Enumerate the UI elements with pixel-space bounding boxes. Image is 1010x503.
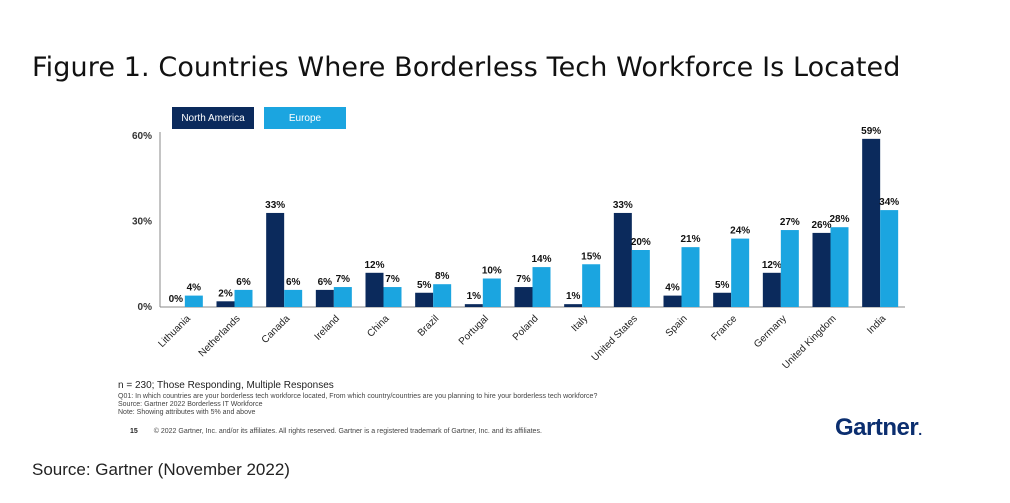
bar-europe — [284, 289, 303, 307]
chart-notes: n = 230; Those Responding, Multiple Resp… — [118, 380, 758, 417]
data-label: 12% — [364, 260, 384, 271]
legend-label: Europe — [289, 113, 322, 124]
bar-north-america — [613, 212, 632, 307]
data-label: 26% — [811, 220, 831, 231]
data-label: 7% — [336, 274, 351, 285]
data-label: 14% — [531, 254, 551, 265]
data-label: 2% — [218, 288, 233, 299]
brand-text: Gartner — [835, 414, 919, 441]
x-tick-label: China — [365, 313, 392, 340]
bar-north-america — [216, 301, 235, 307]
x-tick-label: Canada — [260, 313, 293, 346]
legend-label: North America — [181, 113, 245, 124]
data-label: 4% — [187, 283, 202, 294]
bar-europe — [880, 210, 899, 307]
bar-europe — [333, 287, 352, 307]
data-label: 33% — [265, 200, 285, 211]
bar-europe — [184, 295, 203, 307]
bar-chart: 0%30%60%0%4%Lithuania2%6%Netherlands33%6… — [132, 107, 905, 371]
bar-europe — [582, 264, 601, 307]
x-tick-label: United Kingdom — [781, 313, 839, 371]
bar-europe — [731, 238, 750, 307]
data-label: 1% — [467, 291, 482, 302]
data-label: 27% — [780, 217, 800, 228]
x-tick-label: Italy — [570, 313, 591, 334]
bar-north-america — [663, 295, 682, 307]
x-tick-label: Netherlands — [197, 313, 243, 359]
gartner-logo: Gartner. — [835, 414, 922, 441]
bar-north-america — [365, 272, 384, 307]
bar-europe — [433, 284, 452, 307]
bar-europe — [631, 250, 650, 307]
slide-footer: 15 © 2022 Gartner, Inc. and/or its affil… — [130, 428, 542, 435]
data-label: 7% — [385, 274, 400, 285]
showing-note: Note: Showing attributes with 5% and abo… — [118, 409, 256, 416]
bar-europe — [482, 278, 501, 307]
x-tick-label: United States — [590, 313, 640, 363]
data-label: 0% — [169, 294, 184, 305]
data-label: 33% — [613, 200, 633, 211]
legend-swatch — [172, 107, 254, 129]
data-label: 20% — [631, 237, 651, 248]
data-label: 24% — [730, 226, 750, 237]
data-label: 1% — [566, 291, 581, 302]
x-tick-label: Germany — [752, 313, 789, 350]
bar-north-america — [862, 138, 881, 307]
bar-north-america — [812, 232, 831, 307]
data-label: 5% — [715, 280, 730, 291]
data-label: 12% — [762, 260, 782, 271]
y-tick-label: 0% — [138, 302, 153, 313]
data-label: 15% — [581, 251, 601, 262]
source-caption: Source: Gartner (November 2022) — [32, 460, 290, 479]
bar-europe — [383, 287, 402, 307]
x-tick-label: Portugal — [457, 313, 491, 347]
bar-europe — [681, 247, 700, 307]
x-tick-label: Lithuania — [156, 313, 193, 350]
data-label: 59% — [861, 126, 881, 137]
bar-north-america — [762, 272, 781, 307]
data-label: 6% — [286, 277, 301, 288]
data-label: 4% — [665, 283, 680, 294]
x-tick-label: India — [865, 313, 888, 336]
bar-north-america — [315, 289, 334, 307]
x-tick-label: Poland — [511, 313, 541, 343]
x-tick-label: France — [710, 313, 740, 343]
copyright-text: © 2022 Gartner, Inc. and/or its affiliat… — [153, 428, 542, 435]
source-note: Source: Gartner 2022 Borderless IT Workf… — [118, 401, 263, 408]
x-tick-label: Spain — [664, 313, 690, 339]
bar-europe — [234, 289, 253, 307]
data-label: 34% — [879, 197, 899, 208]
data-label: 10% — [482, 266, 502, 277]
bar-north-america — [266, 212, 285, 307]
data-label: 6% — [318, 277, 333, 288]
sample-note: n = 230; Those Responding, Multiple Resp… — [118, 380, 334, 391]
bar-europe — [830, 227, 849, 307]
question-note: Q01: In which countries are your borderl… — [118, 393, 598, 400]
bar-north-america — [415, 292, 434, 307]
bar-north-america — [464, 304, 483, 307]
legend-swatch — [264, 107, 346, 129]
x-tick-label: Brazil — [416, 313, 441, 338]
bar-north-america — [564, 304, 583, 307]
data-label: 7% — [516, 274, 531, 285]
bar-europe — [780, 230, 799, 307]
y-tick-label: 60% — [132, 131, 152, 142]
data-label: 21% — [680, 234, 700, 245]
bar-north-america — [713, 292, 732, 307]
data-label: 8% — [435, 271, 450, 282]
y-tick-label: 30% — [132, 217, 152, 228]
data-label: 5% — [417, 280, 432, 291]
figure-title: Figure 1. Countries Where Borderless Tec… — [32, 52, 901, 83]
bar-north-america — [514, 287, 533, 307]
data-label: 6% — [236, 277, 251, 288]
page-number: 15 — [130, 428, 138, 435]
bar-europe — [532, 267, 551, 307]
x-tick-label: Ireland — [313, 313, 342, 342]
data-label: 28% — [829, 214, 849, 225]
